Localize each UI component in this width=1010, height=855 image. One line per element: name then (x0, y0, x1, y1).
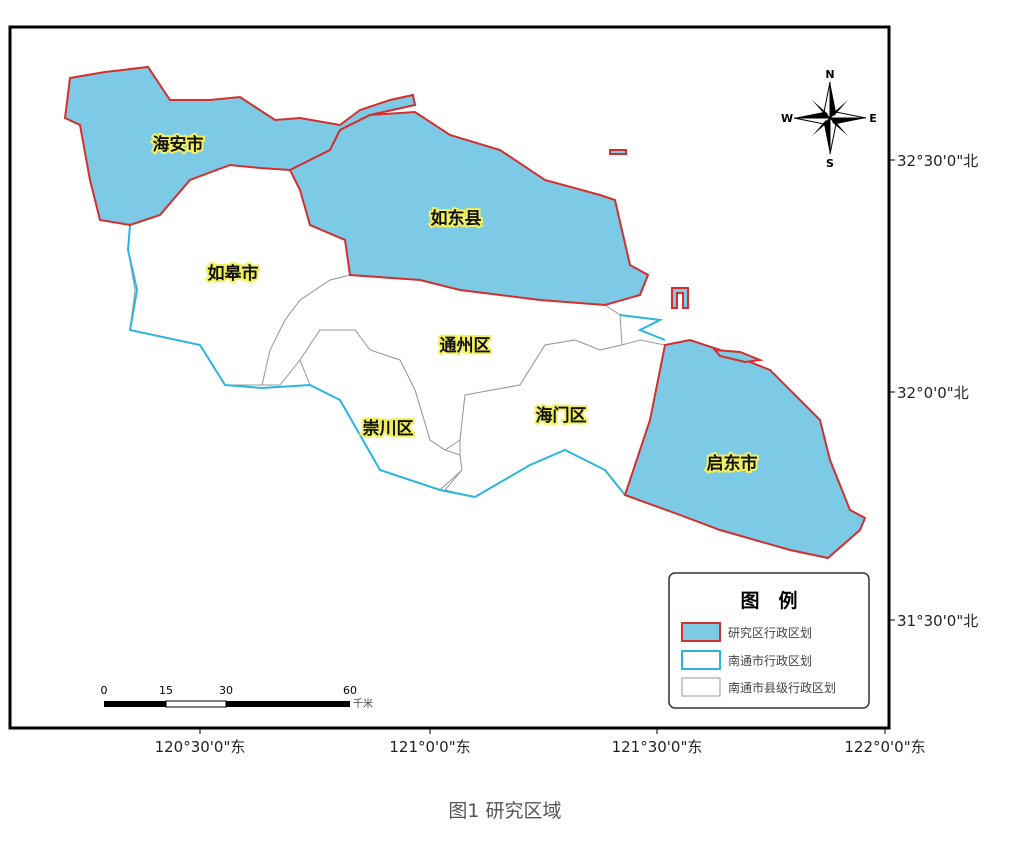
compass-s: S (826, 157, 834, 170)
figure-caption: 图1 研究区域 (448, 800, 562, 822)
lon-label: 120°30'0"东 (155, 738, 246, 756)
city-boundary (126, 224, 626, 499)
island-3 (712, 348, 764, 364)
compass-e: E (869, 112, 877, 125)
legend-swatch (681, 677, 721, 697)
north-arrow-icon: N S E W (781, 68, 877, 170)
legend-title: 图 例 (740, 589, 797, 612)
legend-label: 南通市县级行政区划 (728, 680, 836, 695)
scale-bar: 0 15 30 60 千米 (101, 684, 374, 710)
lat-label: 31°30'0"北 (897, 612, 978, 630)
legend-swatch (681, 650, 721, 670)
scale-tick: 60 (343, 684, 357, 697)
city-boundary-east (619, 314, 666, 341)
scale-tick: 30 (219, 684, 233, 697)
label-tongzhou: 通州区 (440, 336, 491, 356)
map: 海安市 如东县 如皋市 通州区 崇川区 海门区 启东市 N S E W 0 15… (8, 25, 978, 756)
compass-w: W (781, 112, 793, 125)
legend-label: 南通市行政区划 (728, 653, 812, 668)
scale-tick: 15 (159, 684, 173, 697)
region-qidong[interactable] (623, 338, 867, 560)
label-haian: 海安市 (153, 134, 204, 155)
label-haimen: 海门区 (536, 405, 587, 426)
label-rugao: 如皋市 (208, 263, 259, 284)
label-chongchuan: 崇川区 (363, 419, 414, 439)
region-rudong[interactable] (288, 110, 650, 307)
scale-tick: 0 (101, 684, 108, 697)
lon-label: 121°0'0"东 (389, 738, 470, 756)
legend-label: 研究区行政区划 (728, 625, 812, 640)
lat-label: 32°0'0"北 (897, 384, 969, 402)
island-2 (671, 287, 689, 309)
lat-label: 32°30'0"北 (897, 152, 978, 170)
label-rudong: 如东县 (431, 208, 482, 229)
compass-n: N (825, 68, 834, 81)
legend: 图 例 研究区行政区划 南通市行政区划 南通市县级行政区划 (668, 572, 870, 709)
lon-label: 122°0'0"东 (844, 738, 925, 756)
lon-label: 121°30'0"东 (612, 738, 703, 756)
scale-unit: 千米 (353, 697, 373, 710)
label-qidong: 启东市 (707, 453, 758, 474)
island-1 (609, 149, 627, 155)
legend-swatch (681, 622, 721, 642)
